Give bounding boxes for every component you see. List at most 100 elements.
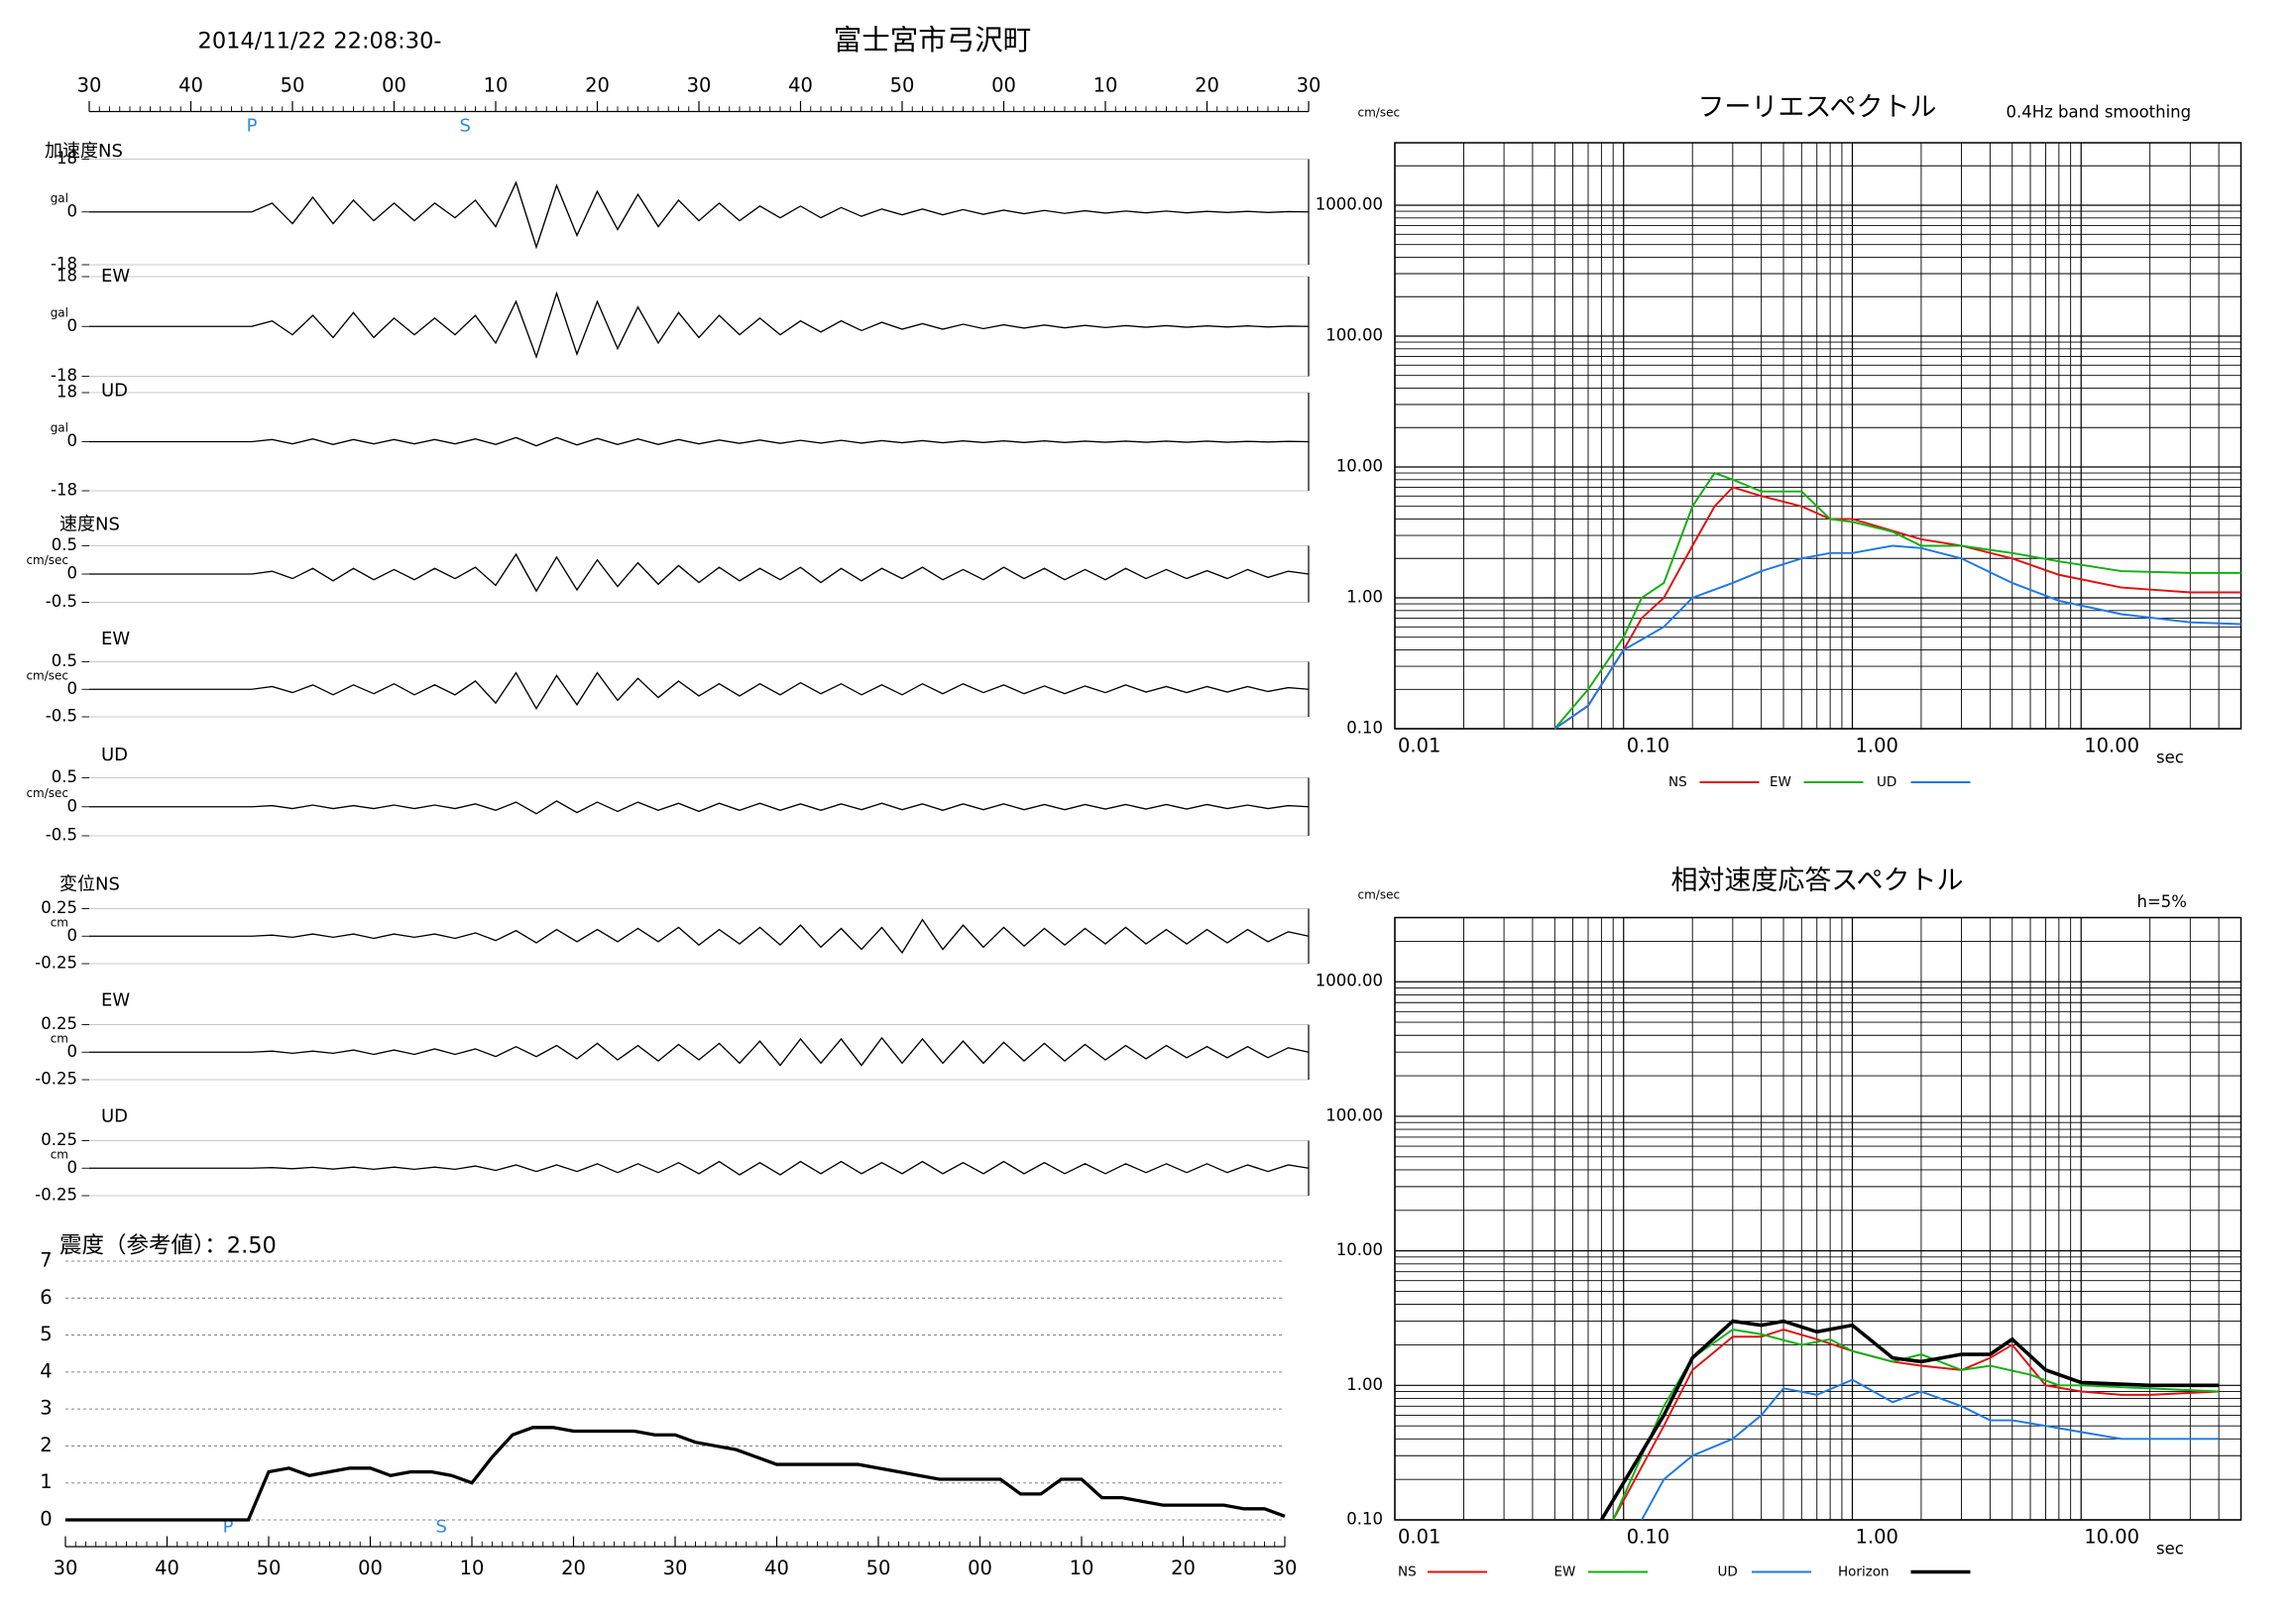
y-tick-label: 1000.00 (1316, 972, 1383, 990)
waveform-trace (89, 180, 1310, 250)
y-tick-label: 0 (67, 679, 78, 698)
waveform-trace (89, 552, 1310, 593)
x-tick-label: 20 (585, 74, 610, 97)
response-ylabel: cm/sec (1358, 888, 1401, 902)
x-tick-label: 10 (1093, 74, 1118, 97)
x-tick-label: 00 (382, 74, 406, 97)
y-tick-label: -18 (51, 366, 77, 385)
x-tick-label: 30 (54, 1557, 78, 1579)
legend-label: Horizon (1838, 1565, 1890, 1580)
x-tick-label: 0.01 (1398, 735, 1440, 757)
y-tick-label: 0 (67, 316, 78, 335)
y-tick-label: -18 (51, 255, 77, 274)
y-tick-label: 10.00 (1336, 1240, 1383, 1259)
legend-label: EW (1770, 774, 1791, 790)
x-tick-label: 40 (764, 1557, 789, 1579)
phase-marker: S (460, 116, 471, 137)
x-tick-label: 30 (1297, 74, 1321, 97)
y-tick-label: 6 (40, 1286, 52, 1309)
y-tick-label: 0 (67, 201, 78, 220)
spectrum-line (1553, 486, 2241, 730)
x-tick-label: 40 (178, 74, 203, 97)
y-tick-label: -18 (51, 481, 77, 500)
y-tick-label: 7 (40, 1249, 52, 1272)
x-tick-label: 10 (460, 1557, 485, 1579)
panel-label: EW (101, 266, 130, 287)
spectrum-line (1612, 1328, 2220, 1521)
x-tick-label: 20 (1171, 1557, 1196, 1579)
panel-label: EW (101, 629, 130, 649)
panel-unit: cm (51, 1031, 68, 1045)
panel-label: 速度NS (59, 515, 120, 535)
x-tick-label: 10.00 (2084, 1526, 2139, 1549)
phase-marker: S (436, 1517, 447, 1538)
y-tick-label: 5 (40, 1323, 52, 1345)
panel-unit: gal (51, 191, 68, 205)
y-tick-label: 0.25 (41, 1130, 77, 1149)
waveform-trace (89, 918, 1310, 955)
x-tick-label: 30 (687, 74, 712, 97)
y-tick-label: 18 (57, 267, 77, 286)
panel-unit: cm/sec (26, 553, 68, 567)
x-tick-label: 0.10 (1627, 735, 1669, 757)
fourier-title: フーリエスペクトル (1697, 92, 1936, 123)
x-tick-label: 00 (991, 74, 1016, 97)
waveform-trace (89, 436, 1310, 447)
x-tick-label: 10 (1070, 1557, 1094, 1579)
intensity-line (65, 1426, 1286, 1522)
panel-label: 加速度NS (45, 141, 123, 162)
panel-label: 変位NS (59, 874, 120, 895)
fourier-xlabel: sec (2156, 749, 2184, 767)
x-tick-label: 10 (484, 74, 509, 97)
panel-label: UD (101, 1106, 128, 1127)
response-xlabel: sec (2156, 1540, 2184, 1559)
station-name: 富士宮市弓沢町 (834, 24, 1032, 57)
y-tick-label: 1 (40, 1470, 52, 1493)
y-tick-label: 0 (40, 1508, 52, 1531)
panel-unit: cm/sec (26, 786, 68, 800)
x-tick-label: 30 (77, 74, 102, 97)
y-tick-label: 1000.00 (1316, 194, 1383, 213)
legend-label: NS (1668, 774, 1687, 790)
panel-unit: cm (51, 1147, 68, 1161)
spectrum-line (1553, 471, 2241, 730)
legend-label: NS (1398, 1565, 1417, 1580)
y-tick-label: 0.5 (52, 651, 77, 670)
y-tick-label: -0.5 (46, 592, 77, 611)
x-tick-label: 40 (155, 1557, 179, 1579)
x-tick-label: 50 (890, 74, 915, 97)
response-title: 相対速度応答スペクトル (1670, 866, 1963, 896)
spectrum-line (1612, 1328, 2220, 1521)
y-tick-label: 100.00 (1325, 1105, 1383, 1124)
x-tick-label: 50 (866, 1557, 891, 1579)
y-tick-label: 0.25 (41, 1014, 77, 1033)
x-tick-label: 50 (257, 1557, 282, 1579)
y-tick-label: 0.5 (52, 767, 77, 786)
x-tick-label: 00 (968, 1557, 992, 1579)
y-tick-label: 1.00 (1346, 587, 1383, 606)
x-tick-label: 30 (1273, 1557, 1298, 1579)
panel-unit: cm/sec (26, 668, 68, 682)
x-tick-label: 1.00 (1855, 735, 1897, 757)
y-tick-label: 0 (67, 564, 78, 583)
legend-label: EW (1554, 1565, 1576, 1580)
y-tick-label: 10.00 (1336, 456, 1383, 475)
y-tick-label: 0 (67, 926, 78, 945)
panel-label: UD (101, 381, 128, 402)
panel-label: EW (101, 990, 130, 1011)
x-tick-label: 1.00 (1855, 1526, 1897, 1549)
panel-unit: cm (51, 915, 68, 929)
legend-label: UD (1877, 774, 1896, 790)
phase-marker: P (223, 1517, 234, 1538)
spectrum-line (1641, 1378, 2220, 1521)
spectrum-line (1599, 1319, 2220, 1521)
waveform-trace (89, 671, 1310, 711)
y-tick-label: 0.10 (1346, 719, 1383, 738)
y-tick-label: -0.25 (35, 1070, 77, 1089)
fourier-ylabel: cm/sec (1358, 106, 1401, 120)
x-tick-label: 00 (358, 1557, 383, 1579)
x-tick-label: 20 (1195, 74, 1219, 97)
y-tick-label: 18 (57, 383, 77, 402)
